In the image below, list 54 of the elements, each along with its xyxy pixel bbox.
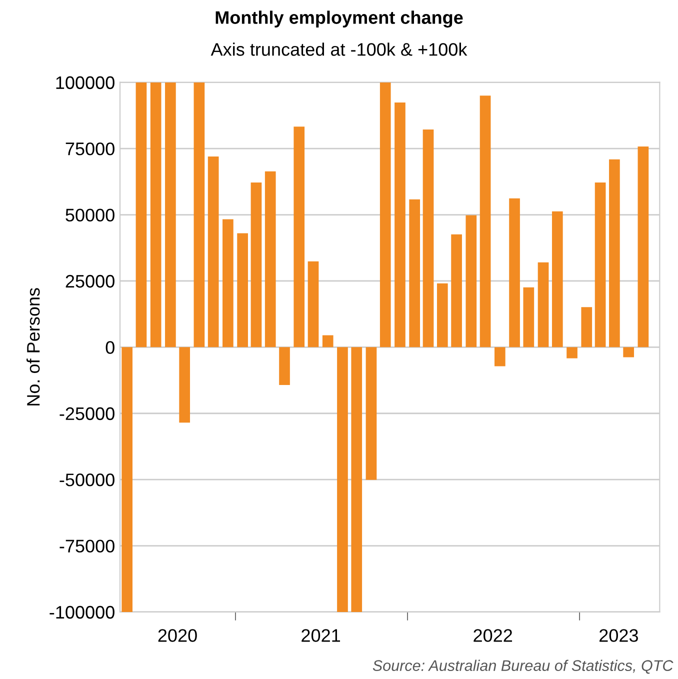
y-tick-label: 50000 (66, 208, 114, 222)
y-tick-label: 100000 (56, 76, 114, 90)
y-tick-label: -25000 (60, 407, 114, 420)
bar (250, 182, 262, 348)
source-note: Source: Australian Bureau of Statistics, QTC (372, 660, 674, 674)
bar (581, 307, 592, 348)
bar (351, 347, 362, 612)
bar (337, 347, 348, 612)
y-tick-label: -50000 (60, 474, 114, 486)
bar (523, 287, 534, 348)
bar (308, 261, 319, 348)
bar (552, 211, 563, 348)
x-tick-label: 2022 (474, 629, 512, 642)
y-tick-label: -100000 (50, 606, 114, 619)
bar (609, 159, 620, 348)
bar (394, 102, 406, 348)
y-axis-title: No. of Persons (26, 288, 40, 406)
bar (194, 82, 205, 348)
bar (566, 347, 578, 358)
bar (594, 182, 606, 348)
bar (294, 126, 305, 348)
bar (409, 199, 420, 348)
bar (436, 283, 448, 348)
bar (279, 347, 290, 386)
bar (208, 156, 219, 348)
bar (623, 347, 634, 358)
bar (451, 234, 462, 348)
chart-title: Monthly employment change (216, 10, 463, 28)
bar (179, 347, 190, 423)
bar (509, 198, 520, 348)
bar (480, 96, 491, 348)
bar (222, 219, 234, 348)
bar (122, 347, 132, 612)
y-tick-label: 25000 (66, 274, 114, 288)
bar (136, 82, 147, 348)
bar (237, 233, 248, 348)
bar (466, 215, 477, 348)
y-tick-label: -75000 (60, 540, 114, 552)
x-tick-label: 2020 (158, 629, 197, 642)
bar (638, 146, 649, 348)
bar (150, 82, 162, 348)
y-tick-label: 75000 (66, 142, 114, 156)
chart-subtitle: Axis truncated at -100k & +100k (210, 42, 468, 56)
bar (322, 335, 334, 348)
bar (380, 82, 391, 348)
x-tick-label: 2023 (600, 629, 638, 642)
x-tick-label: 2021 (302, 629, 340, 642)
bar (165, 82, 176, 348)
bar (264, 171, 276, 348)
y-tick-label: 0 (106, 341, 114, 354)
bar (494, 347, 506, 366)
bar (538, 262, 549, 348)
bar (422, 130, 434, 348)
bar (366, 347, 377, 480)
